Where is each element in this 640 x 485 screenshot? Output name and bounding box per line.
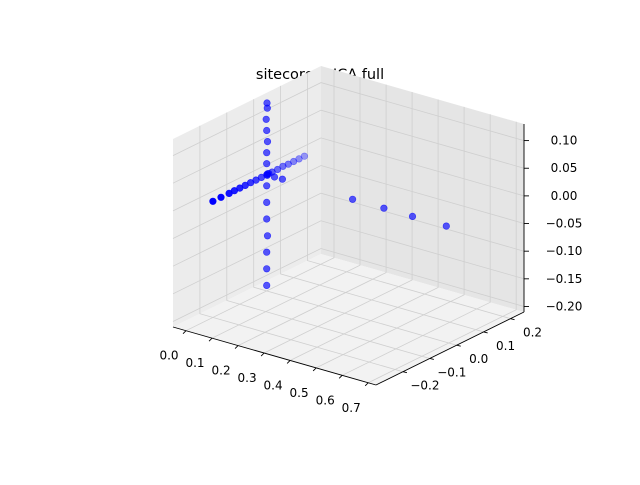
data-point: [263, 198, 271, 206]
y-tick-label: −0.1: [437, 366, 466, 380]
y-tick-label: 0.1: [496, 339, 515, 353]
x-gridline: [342, 114, 491, 376]
data-point: [263, 160, 271, 168]
data-point: [408, 212, 417, 220]
z-tick-label: −0.05: [546, 217, 583, 231]
data-point: [380, 204, 388, 212]
x-tick-mark: [338, 375, 343, 379]
data-point: [270, 173, 279, 181]
data-point: [263, 126, 271, 135]
y-tick-mark: [510, 318, 515, 321]
z-axis-ticks: −0.20 −0.15 −0.10 −0.05 0.00 0.05 0.10: [524, 134, 582, 314]
floor-pane: [173, 254, 524, 385]
x-tick-label: 0.0: [159, 349, 178, 363]
z-tick-label: 0.10: [551, 134, 578, 148]
x-gridline: [263, 92, 413, 354]
data-point: [209, 197, 217, 205]
x-tick-label: 0.1: [185, 356, 204, 370]
y-tick-mark: [483, 331, 488, 334]
z-gridline: [172, 137, 525, 212]
y-gridline: [253, 99, 457, 346]
data-point: [349, 195, 357, 203]
data-point: [442, 222, 450, 230]
z-gridline: [172, 82, 525, 156]
data-point: [263, 281, 271, 290]
data-point: [217, 193, 225, 201]
z-gridline: [172, 192, 525, 267]
y-tick-mark: [429, 358, 434, 360]
x-gridline: [368, 121, 517, 384]
x-tick-mark: [312, 367, 317, 372]
y-tick-label: −0.2: [410, 379, 439, 393]
x-tick-label: 0.6: [316, 393, 335, 407]
y-axis-line: [375, 311, 525, 386]
data-point: [263, 149, 271, 157]
x-tick-mark: [182, 330, 187, 335]
data-point: [278, 175, 287, 183]
data-points: [209, 99, 450, 290]
z-gridline: [172, 109, 525, 184]
data-point: [263, 99, 271, 107]
y-gridline: [226, 112, 430, 359]
y-tick-label: 0.0: [469, 352, 488, 366]
z-tick-label: −0.15: [546, 272, 583, 286]
x-gridline: [185, 69, 335, 332]
y-tick-label: 0.2: [523, 326, 542, 340]
x-tick-label: 0.5: [290, 386, 309, 400]
x-gridline: [211, 77, 361, 339]
data-point: [263, 215, 271, 223]
y-gridline: [307, 72, 511, 319]
z-tick-label: 0.05: [551, 161, 578, 175]
z-gridline: [172, 248, 525, 322]
x-tick-mark: [260, 352, 265, 357]
z-tick-label: −0.10: [546, 244, 583, 258]
x-gridline: [289, 99, 439, 361]
back-pane: [321, 66, 524, 312]
z-tick-label: 0.00: [551, 189, 578, 203]
data-point: [263, 265, 271, 273]
data-point: [263, 182, 271, 190]
x-tick-label: 0.7: [342, 401, 361, 415]
y-axis-ticks: −0.2−0.10.0 0.1 0.2: [402, 318, 542, 393]
data-point: [295, 155, 303, 163]
x-tick-mark: [286, 360, 291, 364]
y-tick-mark: [402, 371, 408, 374]
data-point: [263, 248, 271, 256]
z-gridline: [172, 220, 525, 295]
x-tick-label: 0.4: [264, 379, 283, 393]
y-gridline: [199, 125, 404, 373]
data-point: [279, 162, 287, 170]
x-gridline: [237, 84, 387, 346]
gridlines: [172, 69, 525, 384]
x-tick-label: 0.2: [212, 364, 231, 378]
data-point: [263, 138, 272, 146]
data-point: [262, 115, 270, 123]
data-point: [225, 189, 233, 197]
y-tick-mark: [456, 344, 461, 347]
x-tick-mark: [234, 345, 239, 349]
y-gridline: [280, 85, 484, 333]
left-pane: [173, 66, 321, 327]
data-point: [263, 232, 272, 240]
data-point: [290, 157, 298, 166]
z-tick-label: −0.20: [546, 300, 583, 314]
data-point: [300, 152, 309, 160]
x-tick-mark: [208, 337, 213, 342]
x-gridline: [315, 106, 465, 369]
data-point: [263, 170, 272, 178]
x-tick-mark: [364, 382, 369, 387]
x-axis-ticks: 0.0 0.1 0.2 0.3 0.4 0.5 0.6 0.7: [159, 330, 369, 415]
x-tick-label: 0.3: [238, 371, 257, 385]
z-gridline: [172, 165, 525, 239]
axis-panes: [173, 66, 524, 385]
